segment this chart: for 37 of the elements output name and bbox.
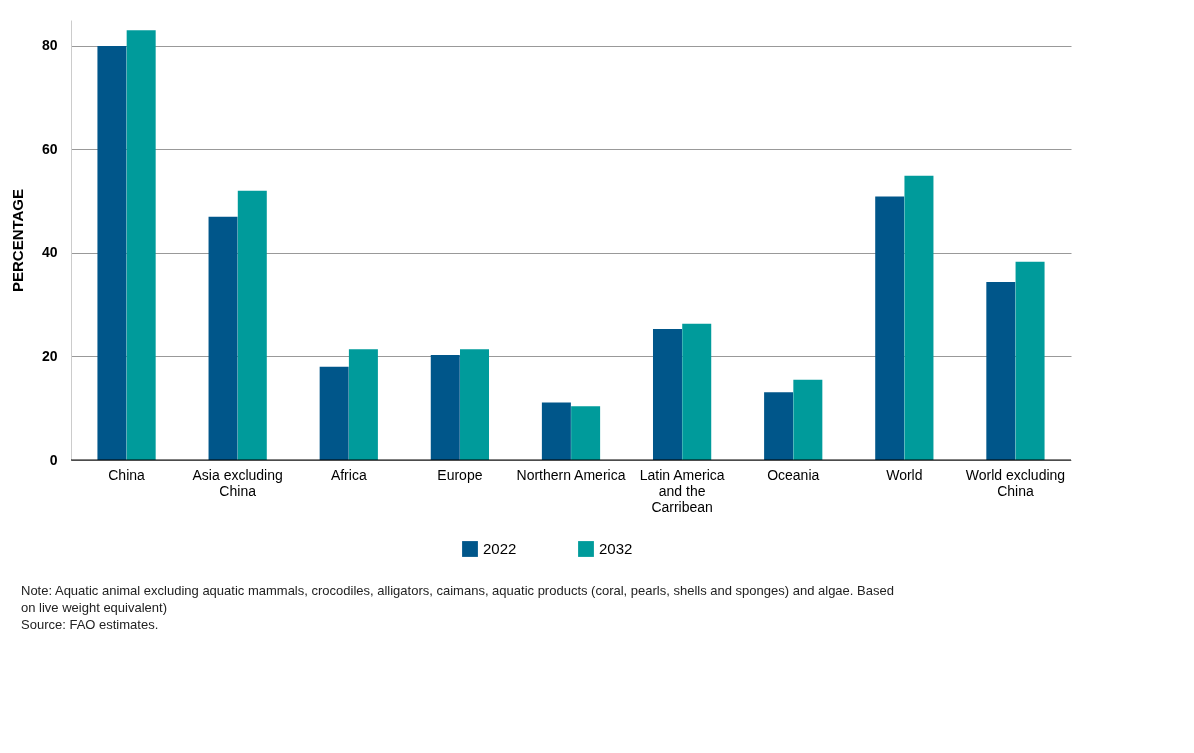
bar <box>348 349 378 460</box>
legend-label: 2032 <box>599 540 633 557</box>
source-note: Source: FAO estimates. <box>21 617 159 632</box>
bar <box>460 349 490 460</box>
x-tick-label: World <box>886 466 923 483</box>
y-tick-label: 60 <box>41 140 58 157</box>
x-tick-label: Asia excluding China <box>192 466 283 499</box>
bar <box>237 190 267 460</box>
y-axis-title: PERCENTAGE <box>8 188 26 293</box>
bar <box>430 354 460 460</box>
bar <box>541 402 571 460</box>
y-tick-label: 40 <box>41 244 58 261</box>
bar <box>793 379 823 460</box>
x-tick-label: Europe <box>437 466 483 483</box>
bar <box>904 175 934 460</box>
bar <box>571 406 601 460</box>
y-tick-label: 0 <box>49 451 58 468</box>
bar <box>652 329 682 460</box>
x-tick-label: China <box>108 466 146 483</box>
x-tick-label: World excluding China <box>965 466 1066 499</box>
bar <box>875 196 905 460</box>
bar <box>682 323 712 460</box>
bar <box>97 45 127 460</box>
bar <box>319 366 349 460</box>
bar <box>1015 261 1045 460</box>
text: Note: Aquatic animal excluding aquatic mammals, crocodiles, alligators, caimans, aquatic products (coral, pearls, shells and sponges) and algae. Based on live weight equivalent) <box>21 583 894 615</box>
bar <box>764 392 794 460</box>
x-tick-label: Africa <box>330 466 367 483</box>
bar <box>986 281 1016 460</box>
y-tick-label: 20 <box>41 347 58 364</box>
legend-label: 2022 <box>483 540 517 557</box>
y-tick-label: 80 <box>41 37 58 54</box>
bar <box>208 216 238 460</box>
x-tick-label: Oceania <box>767 466 820 483</box>
x-tick-label: Northern America <box>516 466 626 483</box>
bar <box>126 30 156 460</box>
x-tick-label: Latin America and the Carribean <box>639 466 725 515</box>
